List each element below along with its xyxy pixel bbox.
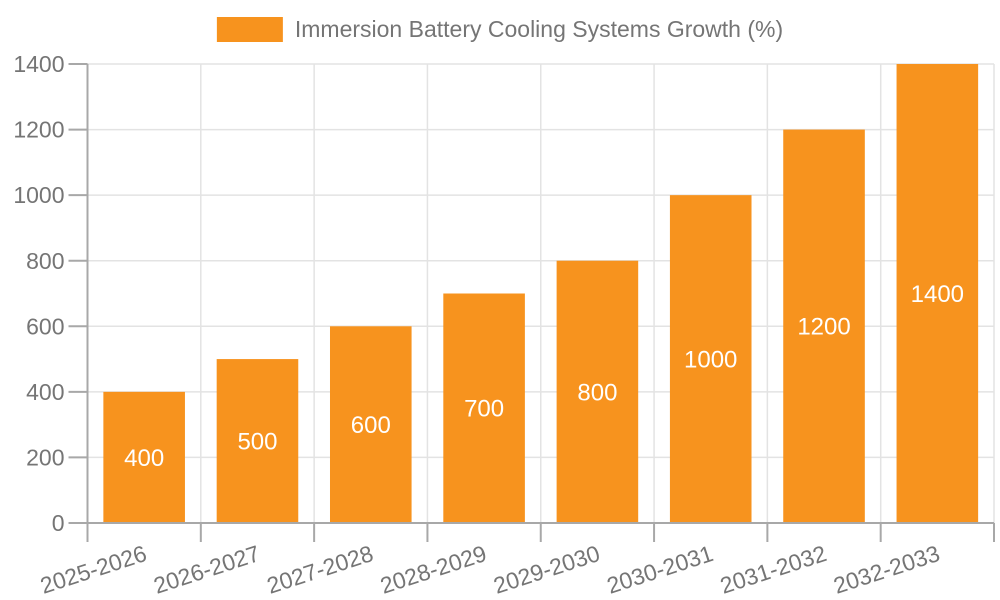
bar-value-label: 600 — [351, 412, 391, 439]
y-tick-label: 200 — [26, 444, 64, 470]
y-tick-label: 600 — [26, 313, 64, 339]
bar — [783, 129, 865, 524]
y-tick-label: 1400 — [13, 51, 64, 77]
bar-value-label: 800 — [577, 379, 617, 406]
x-tick-label: 2028-2029 — [377, 540, 490, 599]
bar — [329, 326, 412, 523]
bar-value-label: 500 — [237, 428, 277, 455]
y-tick-label: 1000 — [13, 182, 64, 208]
legend-swatch — [216, 17, 283, 42]
bar — [103, 391, 185, 523]
bar-value-label: 1000 — [684, 346, 737, 373]
x-tick-label: 2032-2033 — [830, 540, 943, 599]
x-tick-label: 2030-2031 — [604, 540, 717, 599]
x-tick-label: 2025-2026 — [37, 540, 150, 599]
bar — [669, 195, 752, 523]
bar-value-label: 700 — [464, 396, 504, 423]
y-tick-label: 400 — [26, 379, 64, 405]
chart-legend[interactable]: Immersion Battery Cooling Systems Growth… — [216, 16, 784, 42]
bar-value-label: 400 — [124, 445, 164, 472]
y-tick-label: 1200 — [13, 117, 64, 143]
bar-value-label: 1400 — [911, 281, 964, 308]
x-tick-label: 2031-2032 — [717, 540, 830, 599]
legend-label: Immersion Battery Cooling Systems Growth… — [294, 16, 784, 42]
y-tick-label: 800 — [26, 248, 64, 274]
bar — [896, 64, 979, 523]
bar-value-label: 1200 — [797, 314, 850, 341]
x-tick-label: 2026-2027 — [150, 540, 263, 599]
x-tick-label: 2027-2028 — [264, 540, 377, 599]
bar — [216, 359, 299, 523]
y-tick-label: 0 — [52, 510, 65, 536]
bar — [443, 293, 525, 523]
x-tick-label: 2029-2030 — [490, 540, 603, 599]
bar — [556, 260, 639, 523]
